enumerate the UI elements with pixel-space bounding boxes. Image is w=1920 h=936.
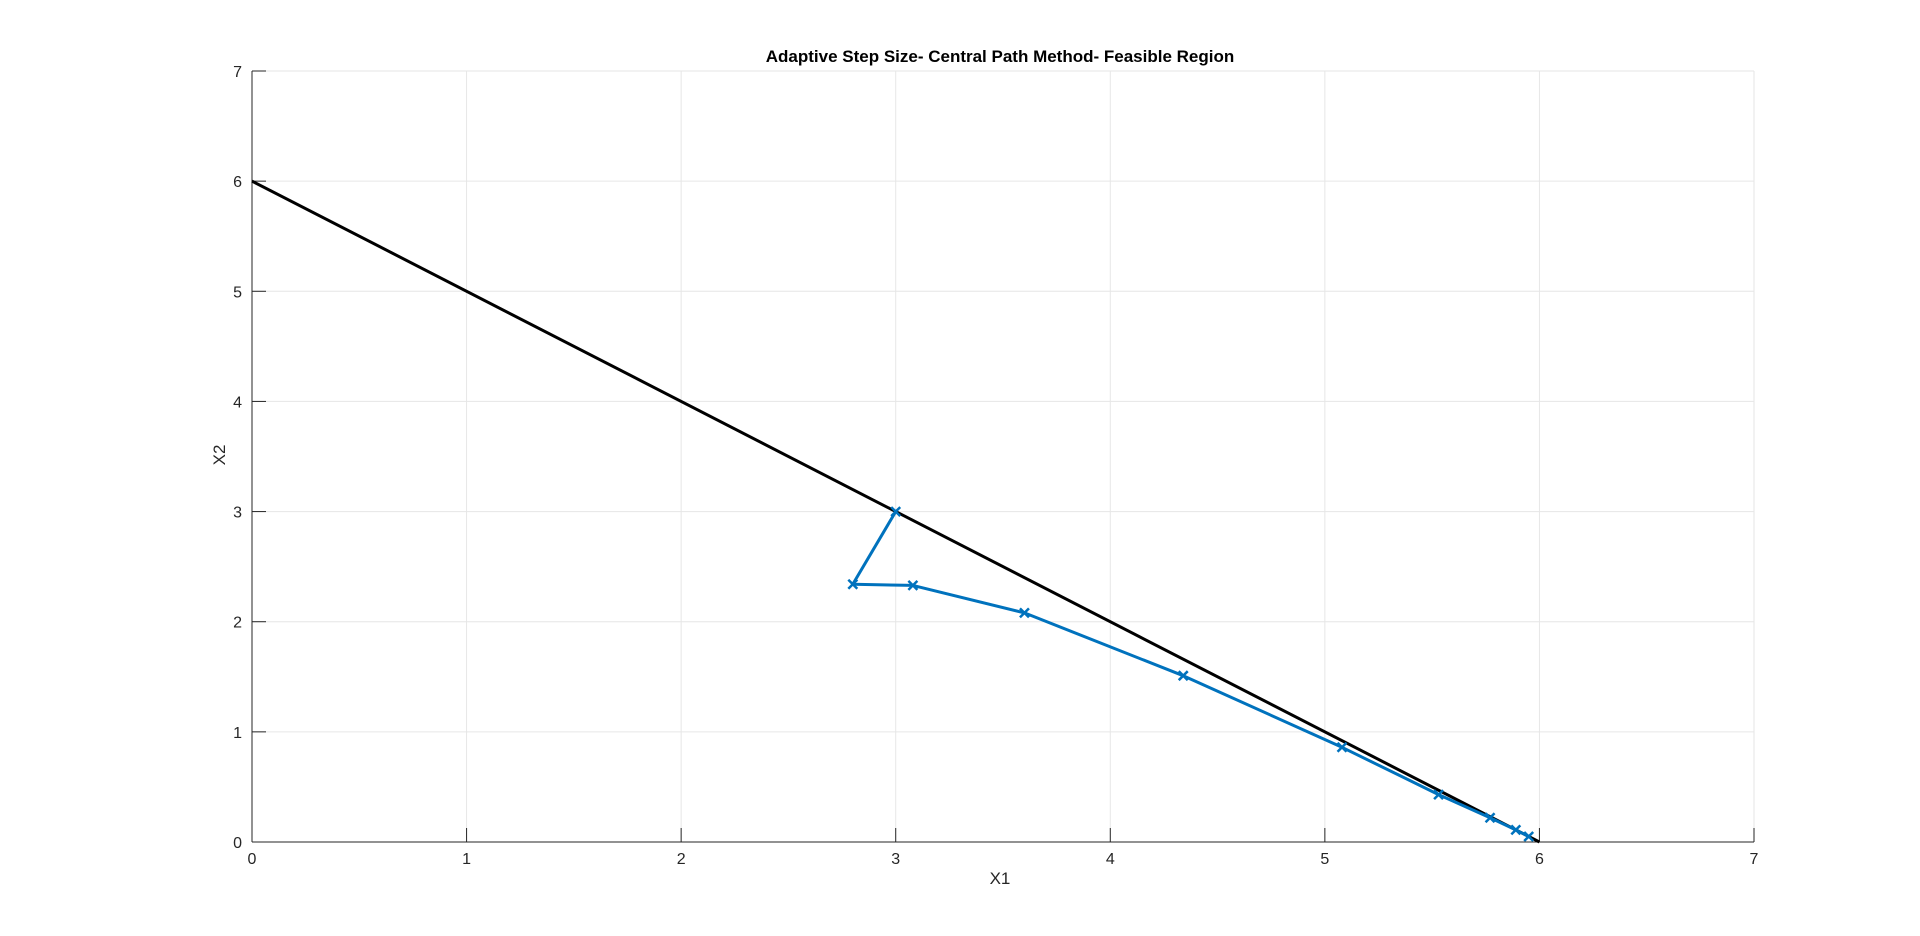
marker-stroke [1523, 831, 1535, 842]
path-point-marker [1523, 831, 1535, 842]
marker-stroke [1019, 607, 1030, 619]
y-tick-label: 7 [233, 64, 242, 81]
x-axis-ticks: 0 1 2 3 4 5 6 7 [248, 828, 1759, 868]
chart-title: Adaptive Step Size- Central Path Method-… [766, 47, 1235, 66]
grid [251, 70, 1755, 843]
y-tick-label: 5 [233, 284, 242, 301]
marker-stroke [1484, 812, 1496, 824]
y-tick-label: 0 [233, 835, 242, 852]
x-tick-label: 5 [1320, 851, 1329, 868]
plot-background [252, 71, 1754, 842]
axes [251, 71, 1754, 843]
path-point-marker [1336, 741, 1348, 753]
path-point-marker [907, 579, 919, 591]
path-point-marker [1433, 789, 1444, 801]
x-axis-label: X1 [990, 869, 1011, 888]
marker-stroke [890, 506, 902, 517]
y-tick-label: 6 [233, 174, 242, 191]
path-point-marker [847, 578, 859, 590]
y-tick-label: 3 [233, 505, 242, 522]
series-layer [251, 179, 1541, 844]
path-point-marker [1484, 812, 1496, 824]
x-tick-label: 2 [677, 851, 686, 868]
marker-stroke [847, 578, 859, 590]
x-tick-label: 0 [248, 851, 257, 868]
marker-stroke [1336, 741, 1348, 753]
x-tick-label: 4 [1106, 851, 1115, 868]
path-point-marker [1510, 824, 1522, 836]
path-point-marker [1177, 670, 1189, 682]
marker-stroke [1510, 824, 1522, 836]
y-tick-label: 4 [233, 394, 242, 411]
x-tick-label: 1 [462, 851, 471, 868]
marker-stroke [907, 579, 919, 591]
central-path-line [851, 510, 1530, 838]
marker-stroke [1433, 789, 1444, 801]
y-axis-ticks: 0 1 2 3 4 5 6 7 [233, 64, 266, 852]
path-point-marker [1019, 607, 1030, 619]
y-axis-label: X2 [210, 445, 229, 466]
x-tick-label: 3 [891, 851, 900, 868]
y-tick-label: 2 [233, 615, 242, 632]
path-point-marker [890, 506, 902, 517]
marker-stroke [1177, 670, 1189, 682]
y-tick-label: 1 [233, 725, 242, 742]
x-tick-label: 6 [1535, 851, 1544, 868]
plot-area [252, 71, 1754, 842]
x-tick-label: 7 [1750, 851, 1759, 868]
